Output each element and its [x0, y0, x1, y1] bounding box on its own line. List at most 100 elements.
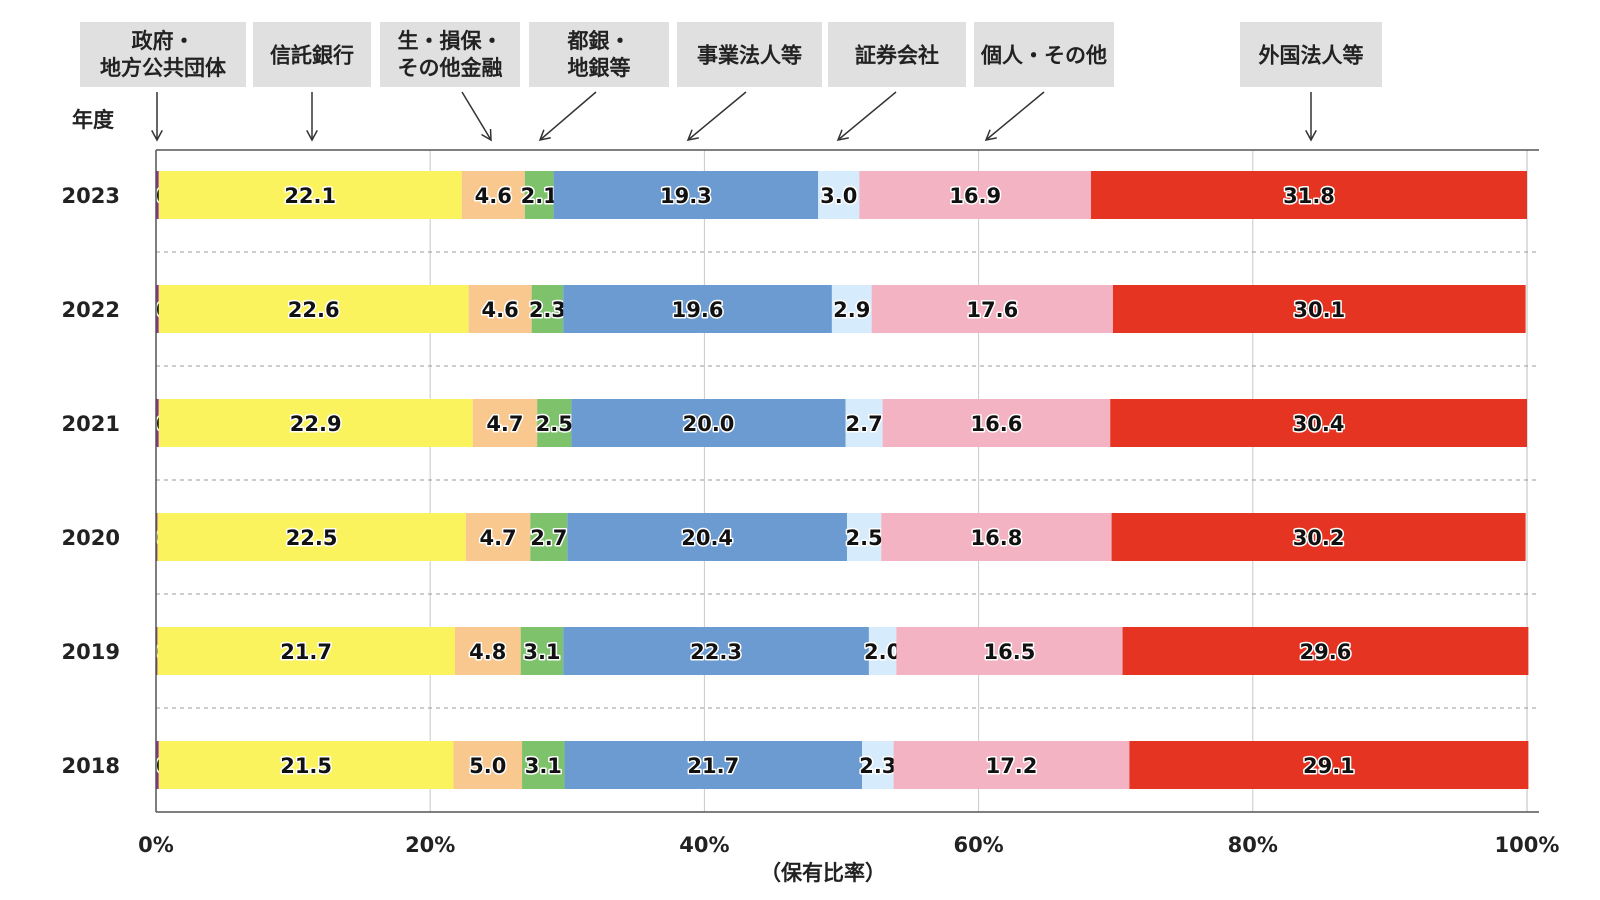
data-label-2019-series-5: 2.0	[864, 640, 901, 664]
bar-2020-series-4	[567, 513, 847, 561]
category-label-2022: 2022	[62, 298, 120, 322]
bar-2020-series-2	[465, 513, 531, 561]
bar-2021-series-1	[158, 399, 473, 447]
bar-2018-series-2	[453, 741, 523, 789]
data-label-2018-series-1: 21.5	[280, 754, 332, 778]
legend-label-3-line-0: 都銀・	[567, 29, 631, 53]
bar-2022-series-7	[1112, 285, 1526, 333]
bar-2019-series-6	[896, 627, 1123, 675]
bar-2022-series-0	[156, 285, 159, 333]
data-label-2021-series-6: 16.6	[971, 412, 1023, 436]
data-label-2023-series-5: 3.0	[820, 184, 857, 208]
category-label-2020: 2020	[62, 526, 120, 550]
x-tick-label-4: 80%	[1228, 833, 1278, 857]
data-label-2020-series-2: 4.7	[479, 526, 516, 550]
bar-2018-series-6	[893, 741, 1130, 789]
legend-label-2-line-1: その他金融	[398, 56, 503, 80]
legend-label-7: 外国法人等	[1259, 44, 1364, 68]
data-label-2021-series-2: 4.7	[486, 412, 523, 436]
data-label-2022-series-1: 22.6	[288, 298, 340, 322]
legend-arrowhead-0	[151, 129, 163, 142]
data-label-2020-series-3: 2.7	[530, 526, 567, 550]
legend-label-1: 信託銀行	[270, 44, 354, 68]
bar-2023-series-4	[553, 171, 819, 219]
legend-label-0-line-1: 地方公共団体	[100, 56, 227, 80]
data-label-2019-series-4: 22.3	[690, 640, 742, 664]
data-label-2022-series-6: 17.6	[966, 298, 1018, 322]
data-label-2019-series-7: 29.6	[1300, 640, 1352, 664]
data-label-2018-series-7: 29.1	[1303, 754, 1355, 778]
bar-2019-series-1	[157, 627, 455, 675]
bars: 0.222.14.62.119.33.016.931.80.222.64.62.…	[155, 171, 1529, 789]
legend-box-4	[677, 22, 822, 87]
bar-2021-series-6	[882, 399, 1111, 447]
data-label-2023-series-3: 2.1	[521, 184, 558, 208]
bar-2020-series-5	[846, 513, 882, 561]
category-label-2019: 2019	[62, 640, 120, 664]
category-label-2021: 2021	[62, 412, 120, 436]
data-label-2023-series-2: 4.6	[475, 184, 512, 208]
legend-label-0-line-0: 政府・	[132, 29, 195, 53]
legend-arrowhead-6	[984, 129, 997, 141]
data-label-2022-series-3: 2.3	[529, 298, 566, 322]
legend-box-6	[974, 22, 1114, 87]
bar-2022-series-6	[871, 285, 1113, 333]
bar-2019-series-4	[563, 627, 869, 675]
bar-2022-series-4	[563, 285, 832, 333]
legend-box-5	[828, 22, 966, 87]
legend-label-4: 事業法人等	[697, 44, 802, 68]
bar-2018-series-5	[862, 741, 894, 789]
legend-arrow-6	[985, 91, 1045, 141]
bar-2023-series-7	[1091, 171, 1527, 219]
data-label-2020-series-6: 16.8	[971, 526, 1023, 550]
data-label-2018-series-6: 17.2	[986, 754, 1038, 778]
x-tick-label-3: 60%	[953, 833, 1003, 857]
bar-2018-series-4	[564, 741, 863, 789]
bar-2018-series-0	[156, 741, 159, 789]
data-label-2021-series-1: 22.9	[290, 412, 342, 436]
y-axis-title: 年度	[72, 108, 114, 132]
axes: 0% 20% 40% 60% 80% 100% 2023 2022 2021 2020 2019 20…	[62, 149, 1560, 857]
data-label-2020-series-7: 30.2	[1293, 526, 1345, 550]
bar-2020-series-3	[530, 513, 568, 561]
legend-arrow-4	[687, 91, 747, 141]
bar-2021-series-7	[1110, 399, 1527, 447]
x-axis-title: （保有比率）	[760, 861, 886, 885]
bar-2023-series-3	[524, 171, 554, 219]
bar-2022-series-5	[831, 285, 872, 333]
row-separators	[156, 251, 1539, 709]
category-label-2018: 2018	[62, 754, 120, 778]
data-label-2018-series-2: 5.0	[469, 754, 506, 778]
gridlines	[429, 150, 1528, 812]
data-label-2019-series-6: 16.5	[984, 640, 1036, 664]
bar-2019-series-3	[520, 627, 564, 675]
legend-arrow-5	[837, 91, 897, 141]
data-label-2023-series-7: 31.8	[1283, 184, 1335, 208]
bar-2020-series-7	[1111, 513, 1526, 561]
legend-box-3	[529, 22, 669, 87]
bar-2021-series-0	[156, 399, 159, 447]
bar-2022-series-1	[158, 285, 469, 333]
data-label-2023-series-6: 16.9	[949, 184, 1001, 208]
legend-arrowhead-4	[686, 129, 699, 141]
bar-2019-series-7	[1122, 627, 1529, 675]
data-label-2022-series-2: 4.6	[482, 298, 519, 322]
x-tick-label-5: 100%	[1495, 833, 1560, 857]
legend-label-6: 個人・その他	[980, 44, 1107, 68]
bar-2020-series-1	[157, 513, 466, 561]
bar-2018-series-7	[1129, 741, 1529, 789]
x-tick-label-0: 0%	[138, 833, 174, 857]
data-label-2022-series-7: 30.1	[1293, 298, 1345, 322]
legend-box-2	[380, 22, 520, 87]
legend-label-5: 証券会社	[855, 44, 939, 68]
legend-box-7	[1240, 22, 1382, 87]
data-label-2018-series-3: 3.1	[525, 754, 562, 778]
bar-2022-series-3	[531, 285, 564, 333]
bar-2023-series-1	[158, 171, 462, 219]
data-label-2019-series-1: 21.7	[280, 640, 332, 664]
legend-box-0	[80, 22, 246, 87]
bar-2021-series-2	[472, 399, 538, 447]
legend-box-1	[253, 22, 371, 87]
legend-arrowhead-7	[1305, 129, 1317, 142]
